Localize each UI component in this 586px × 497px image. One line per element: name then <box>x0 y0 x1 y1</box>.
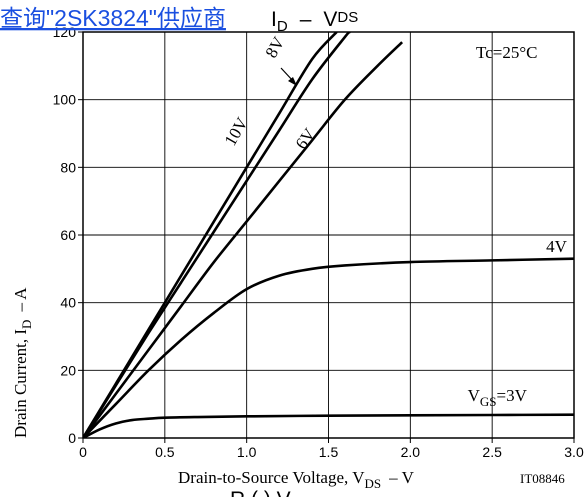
y-tick-label: 100 <box>53 92 77 108</box>
x-axis-title-unit: – V <box>388 468 414 487</box>
x-tick-label: 3.0 <box>564 444 584 460</box>
x-tick-label: 2.0 <box>401 444 421 460</box>
curve-labels: 10V 8V 6V 4V VGS=3V <box>221 33 568 409</box>
curve-label-8v: 8V <box>261 33 288 61</box>
chart-title: ID – VDS <box>271 8 358 35</box>
supplier-link[interactable]: 查询"2SK3824"供应商 <box>0 5 226 31</box>
y-tick-label: 60 <box>60 227 76 243</box>
y-axis-title-main: Drain Current, I <box>11 329 30 438</box>
chart-title-v: V <box>323 8 337 31</box>
curve-label-10v: 10V <box>221 114 252 149</box>
figure-code: IT08846 <box>520 471 565 486</box>
y-tick-label: 40 <box>60 295 76 311</box>
chart-title-id-sub: D <box>277 18 288 35</box>
chart-title-vsub: DS <box>337 9 358 26</box>
y-tick-label: 0 <box>68 430 76 446</box>
label-8v-pointer-arrowhead <box>288 77 297 86</box>
x-tick-label: 2.5 <box>482 444 502 460</box>
curve-label-6v: 6V <box>292 124 320 153</box>
series-line-6v <box>83 41 404 438</box>
tick-labels: 0 0.5 1.0 1.5 2.0 2.5 3.0 0 20 40 60 80 100 120 <box>53 24 584 460</box>
y-axis-title-sub: D <box>19 320 34 329</box>
grid <box>83 32 574 438</box>
series-line-vgs-3v <box>83 413 574 438</box>
x-tick-label: 0 <box>79 444 87 460</box>
x-tick-label: 0.5 <box>155 444 175 460</box>
next-chart-title-fragment: R ( ) V <box>230 488 291 497</box>
condition-label: Tc=25°C <box>476 43 537 62</box>
y-tick-label: 120 <box>53 24 77 40</box>
chart-title-id: I <box>271 8 277 31</box>
x-axis-title-main: Drain-to-Source Voltage, V <box>178 468 365 487</box>
series-line-4v <box>83 257 574 438</box>
curve-label-4v: 4V <box>546 237 568 256</box>
chart-title-dash: – <box>300 8 312 31</box>
y-tick-label: 80 <box>60 159 76 175</box>
y-axis-title-unit: – A <box>11 287 30 313</box>
x-tick-label: 1.5 <box>319 444 339 460</box>
x-tick-label: 1.0 <box>237 444 257 460</box>
curves <box>83 32 574 438</box>
y-tick-label: 20 <box>60 362 76 378</box>
x-axis-title-sub: DS <box>365 476 382 491</box>
series-line-8v <box>83 32 351 438</box>
y-axis-title: Drain Current, ID – A <box>11 287 34 438</box>
curve-label-v-3v: VGS=3V <box>468 386 528 409</box>
x-axis-title: Drain-to-Source Voltage, VDS – V <box>178 468 415 491</box>
